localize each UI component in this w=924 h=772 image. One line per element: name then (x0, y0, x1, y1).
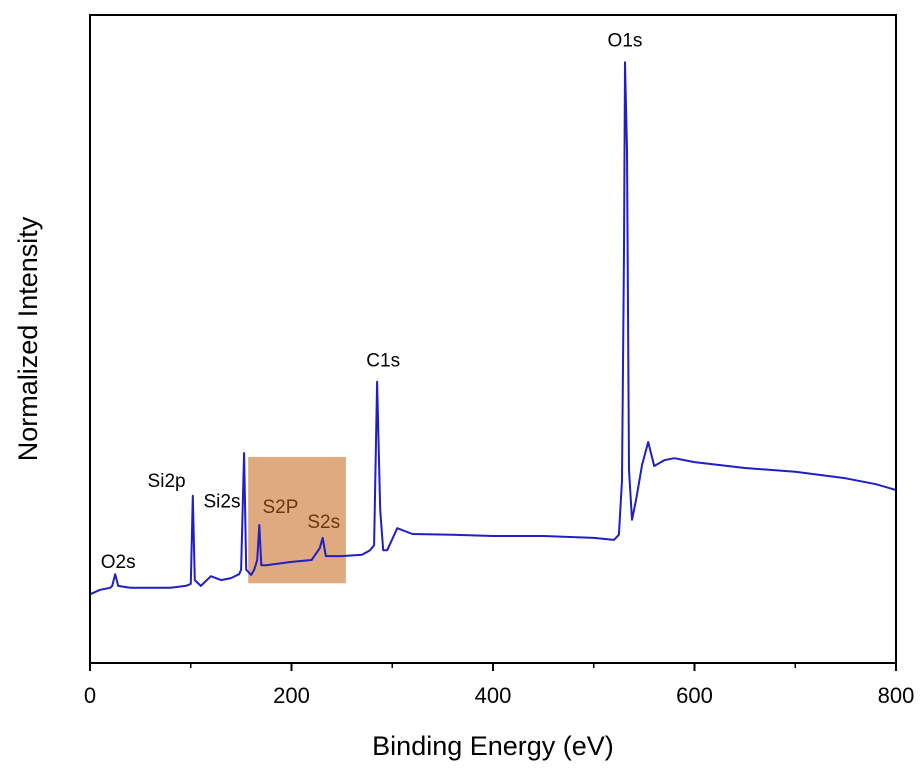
x-tick-label: 800 (878, 683, 915, 708)
x-tick-label: 600 (676, 683, 713, 708)
y-axis-title: Normalized Intensity (13, 216, 43, 461)
spectrum-line (89, 61, 897, 596)
peak-label: Si2p (148, 471, 186, 492)
peak-label: S2P (262, 497, 298, 518)
x-axis-title: Binding Energy (eV) (372, 731, 614, 761)
peak-label: C1s (366, 351, 400, 372)
x-tick-label: 400 (475, 683, 512, 708)
peak-label: O1s (608, 31, 643, 52)
peak-label: Si2s (203, 491, 240, 512)
x-tick-label: 200 (273, 683, 310, 708)
peak-label: O2s (101, 552, 136, 573)
x-tick-label: 0 (84, 683, 96, 708)
peak-label: S2s (307, 512, 340, 533)
plot-frame (89, 14, 897, 664)
